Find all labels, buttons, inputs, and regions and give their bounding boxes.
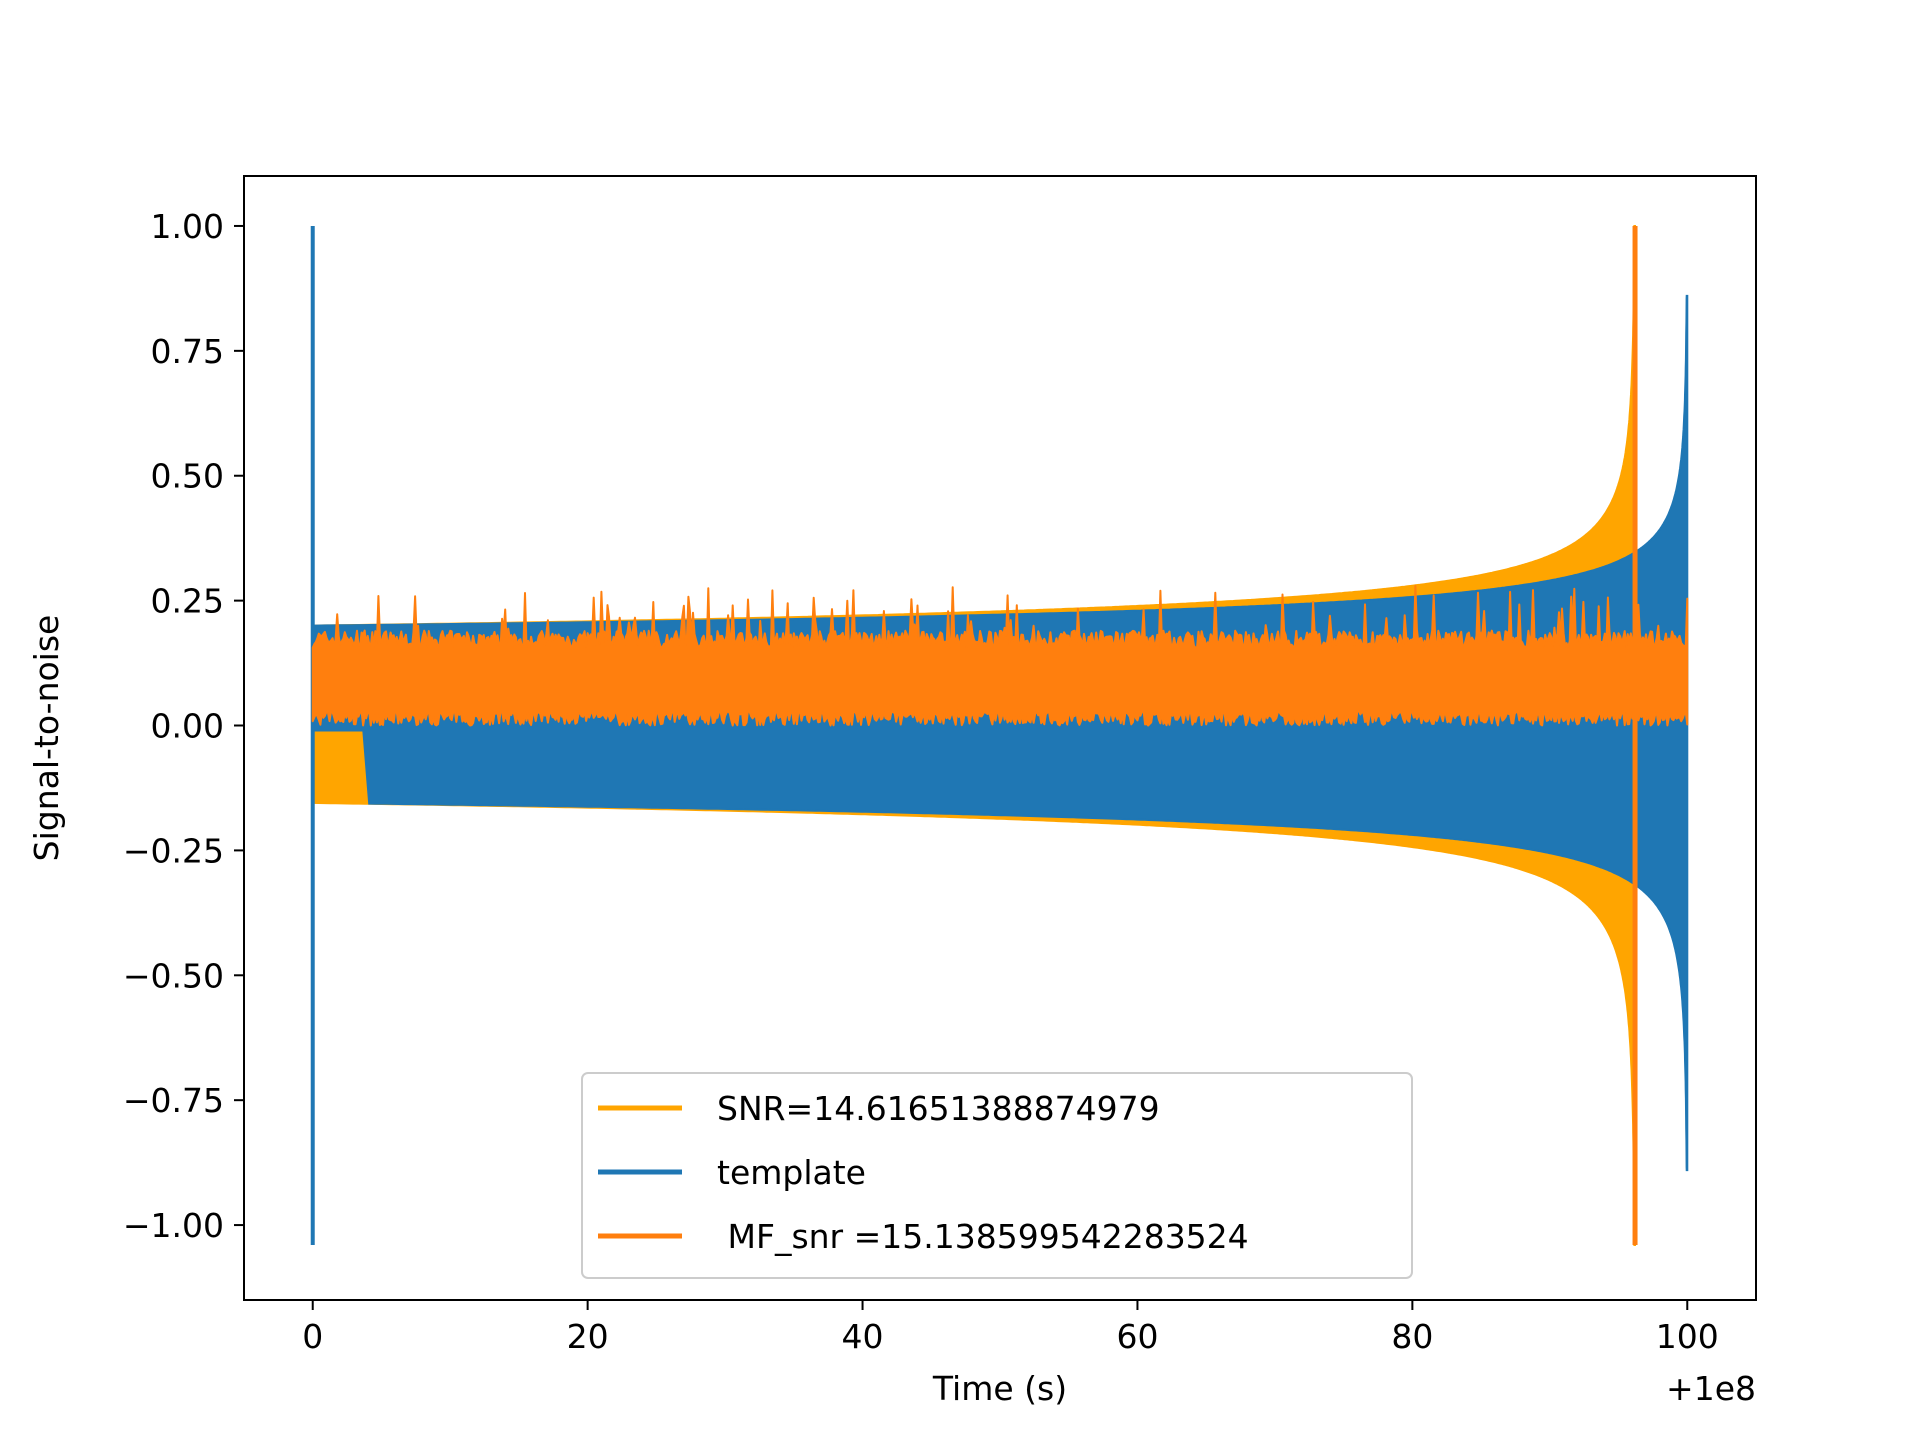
y-axis: 1.00 0.75 0.50 0.25 0.00 −0.25 −0.50 −0.75 −1.00	[123, 207, 244, 1245]
y-tick-label: 0.00	[151, 707, 224, 746]
legend-entry: MF_snr =15.138599542283524	[717, 1217, 1249, 1256]
series-template	[310, 225, 1689, 1246]
x-axis-offset-label: +1e8	[1666, 1369, 1756, 1408]
y-axis-label: Signal-to-noise	[27, 615, 66, 862]
axes-frame	[243, 175, 1757, 1301]
series-snr-initial-segment	[318, 730, 364, 803]
legend-entry: SNR=14.61651388874979	[717, 1089, 1160, 1128]
series-mf-snr-band	[311, 584, 1689, 727]
legend-entry: template	[717, 1153, 866, 1192]
series-mf-snr	[311, 225, 1689, 1246]
y-tick-label: 1.00	[151, 207, 224, 246]
y-tick-label: 0.75	[151, 332, 224, 371]
x-tick-label: 20	[567, 1317, 609, 1356]
x-axis: 0 20 40 60 80 100	[302, 1300, 1719, 1356]
x-tick-label: 40	[842, 1317, 884, 1356]
x-tick-label: 80	[1391, 1317, 1433, 1356]
y-tick-label: −0.75	[123, 1081, 224, 1120]
plot-area	[310, 225, 1689, 1246]
y-tick-label: 0.50	[151, 457, 224, 496]
x-axis-label: Time (s)	[932, 1369, 1067, 1408]
legend-box	[581, 1072, 1413, 1279]
legend: SNR=14.61651388874979 template MF_snr =15…	[581, 1072, 1413, 1279]
series-template-envelope	[314, 294, 1689, 1172]
x-tick-label: 0	[302, 1317, 323, 1356]
y-tick-label: 0.25	[151, 582, 224, 621]
x-tick-label: 60	[1116, 1317, 1158, 1356]
y-tick-label: −0.25	[123, 831, 224, 870]
x-tick-label: 100	[1656, 1317, 1719, 1356]
y-tick-label: −1.00	[123, 1206, 224, 1245]
y-tick-label: −0.50	[123, 956, 224, 995]
